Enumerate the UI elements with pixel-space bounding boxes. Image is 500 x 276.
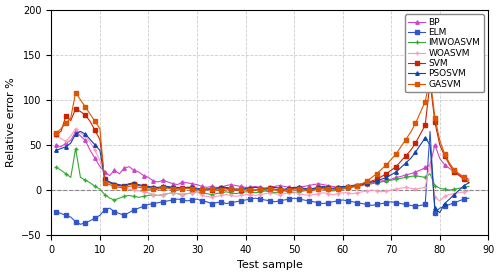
- WOASVM: [53, 134, 59, 137]
- GASVM: [427, 76, 433, 79]
- Y-axis label: Relative error %: Relative error %: [6, 78, 16, 167]
- WOASVM: [408, 187, 414, 190]
- ELM: [78, 223, 84, 226]
- ELM: [257, 197, 263, 201]
- ELM: [102, 208, 107, 212]
- BP: [257, 186, 263, 189]
- WOASVM: [78, 132, 84, 135]
- BP: [466, 177, 472, 181]
- PSOSVM: [102, 177, 107, 181]
- GASVM: [53, 132, 59, 135]
- BP: [102, 170, 107, 174]
- IMWOASVM: [412, 174, 418, 177]
- PSOSVM: [72, 132, 78, 136]
- Line: WOASVM: WOASVM: [54, 126, 472, 203]
- SVM: [97, 138, 103, 141]
- WOASVM: [466, 189, 472, 193]
- BP: [78, 134, 84, 137]
- PSOSVM: [466, 181, 472, 184]
- IMWOASVM: [53, 166, 59, 169]
- ELM: [72, 220, 78, 223]
- Line: ELM: ELM: [54, 130, 470, 226]
- SVM: [257, 187, 263, 191]
- GASVM: [63, 122, 69, 125]
- PSOSVM: [408, 157, 414, 160]
- IMWOASVM: [102, 193, 107, 196]
- Line: GASVM: GASVM: [54, 76, 470, 192]
- IMWOASVM: [378, 180, 384, 184]
- WOASVM: [102, 176, 107, 179]
- BP: [72, 130, 78, 133]
- ELM: [53, 210, 59, 213]
- SVM: [63, 114, 69, 118]
- X-axis label: Test sample: Test sample: [237, 261, 303, 270]
- BP: [53, 143, 59, 147]
- IMWOASVM: [72, 147, 78, 150]
- ELM: [374, 203, 380, 206]
- GASVM: [257, 187, 263, 191]
- ELM: [466, 197, 472, 200]
- SVM: [466, 181, 472, 184]
- PSOSVM: [63, 145, 69, 148]
- Line: SVM: SVM: [54, 80, 470, 192]
- SVM: [72, 107, 78, 110]
- PSOSVM: [374, 179, 380, 183]
- GASVM: [374, 172, 380, 176]
- GASVM: [97, 127, 103, 130]
- Line: BP: BP: [54, 130, 470, 190]
- GASVM: [408, 131, 414, 134]
- WOASVM: [374, 189, 380, 193]
- ELM: [63, 214, 69, 217]
- BP: [63, 142, 69, 145]
- SVM: [374, 177, 380, 181]
- PSOSVM: [437, 211, 443, 214]
- PSOSVM: [78, 130, 84, 133]
- WOASVM: [257, 193, 263, 196]
- GASVM: [72, 91, 78, 94]
- SVM: [53, 132, 59, 136]
- Line: PSOSVM: PSOSVM: [54, 130, 470, 214]
- GASVM: [466, 179, 472, 183]
- SVM: [408, 149, 414, 152]
- ELM: [408, 204, 414, 207]
- PSOSVM: [53, 149, 59, 152]
- BP: [378, 179, 384, 183]
- PSOSVM: [257, 187, 263, 190]
- IMWOASVM: [112, 198, 117, 202]
- GASVM: [194, 189, 200, 192]
- IMWOASVM: [78, 176, 84, 179]
- Line: IMWOASVM: IMWOASVM: [54, 146, 472, 202]
- BP: [412, 170, 418, 174]
- SVM: [199, 189, 205, 192]
- WOASVM: [63, 140, 69, 143]
- IMWOASVM: [262, 189, 268, 193]
- Legend: BP, ELM, IMWOASVM, WOASVM, SVM, PSOSVM, GASVM: BP, ELM, IMWOASVM, WOASVM, SVM, PSOSVM, …: [405, 14, 484, 92]
- IMWOASVM: [63, 172, 69, 176]
- SVM: [427, 80, 433, 83]
- IMWOASVM: [466, 185, 472, 188]
- BP: [262, 187, 268, 190]
- WOASVM: [72, 127, 78, 130]
- WOASVM: [437, 199, 443, 203]
- ELM: [427, 130, 433, 133]
